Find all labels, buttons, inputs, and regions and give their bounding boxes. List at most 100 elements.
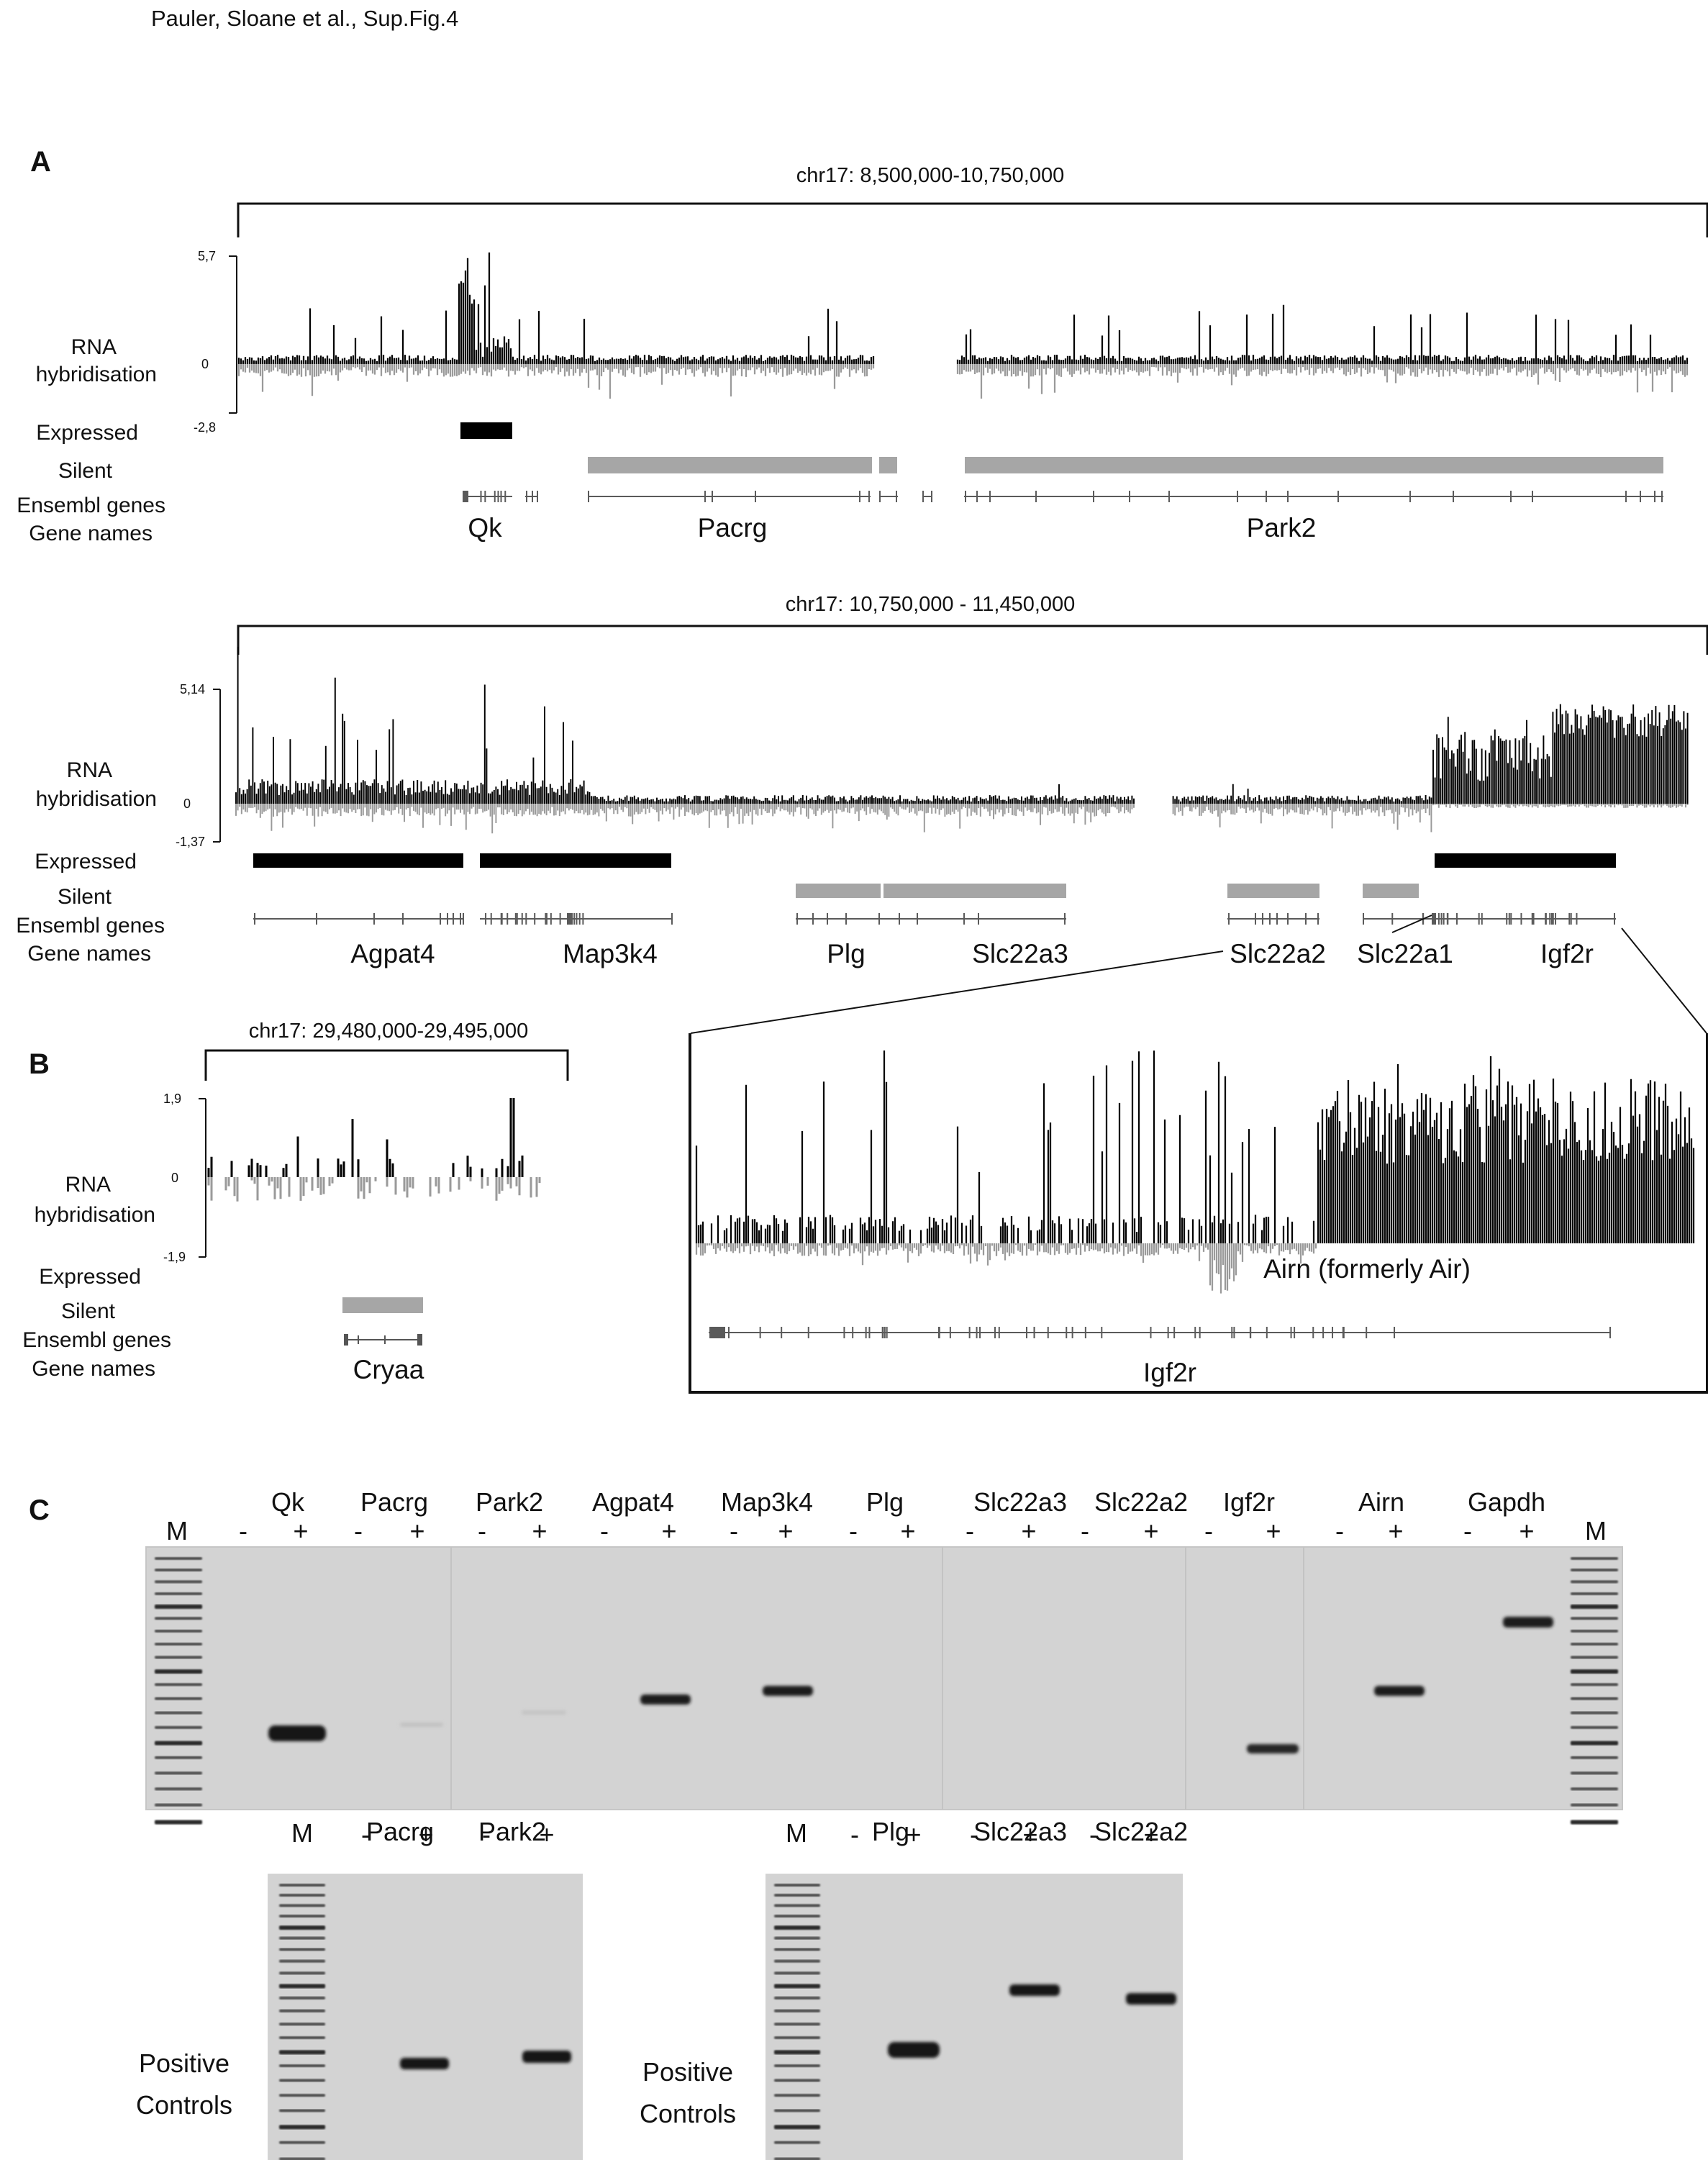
panel-b-y-axis: 1,9 0 -1,9 — [163, 1092, 206, 1264]
a2-silent-label: Silent — [58, 885, 112, 909]
b-gene-names-label: Gene names — [32, 1357, 155, 1381]
band-control-slc22a2 — [1126, 1993, 1176, 2005]
controls-right-lane-signs: - + - + - + — [850, 1820, 1159, 1849]
controls-right-slc22a2: Slc22a2 — [1094, 1817, 1188, 1846]
lane-plus-sign: + — [1519, 1516, 1534, 1546]
lane-plus-sign: + — [1143, 1820, 1158, 1849]
zoom-airn-label: Airn (formerly Air) — [1263, 1254, 1471, 1284]
lane-minus-sign: - — [600, 1516, 609, 1546]
b-yzero: 0 — [171, 1171, 178, 1185]
panel-a1-y-axis: 5,7 0 -2,8 — [194, 249, 237, 435]
band-pacrg-faint — [400, 1723, 443, 1727]
band-park2-faint — [522, 1710, 566, 1715]
lane-minus-sign: - — [482, 1820, 491, 1849]
gel-main-background — [146, 1547, 1622, 1810]
panel-a1-region: chr17: 8,500,000-10,750,000 — [796, 164, 1064, 187]
lane-plus-sign: + — [293, 1516, 308, 1546]
controls-right-label-1: Positive — [642, 2057, 733, 2087]
lane-plus-sign: + — [661, 1516, 676, 1546]
band-agpat4 — [640, 1694, 691, 1705]
lane-plus-sign: + — [1143, 1516, 1158, 1546]
panel-a1-silent-track — [588, 457, 1663, 473]
lane-minus-sign: - — [361, 1820, 370, 1849]
a1-gene-pacrg: Pacrg — [698, 513, 768, 543]
b-rna-label-1: RNA — [65, 1173, 111, 1197]
panel-a1-region-bracket — [237, 202, 1708, 237]
gel-main-marker-right: M — [1585, 1516, 1607, 1546]
controls-right-labels: M Plg Slc22a3 Slc22a2 Positive Controls — [640, 1817, 1188, 2128]
a1-silent-pacrg — [588, 457, 872, 473]
a2-gene-names-label: Gene names — [27, 942, 151, 966]
panel-a2-y-axis: 5,14 0 -1,37 — [176, 682, 221, 849]
a2-silent-slc22a3 — [883, 884, 1066, 898]
zoom-gene-igf2r: Igf2r — [1143, 1358, 1196, 1387]
band-control-pacrg — [400, 2058, 449, 2069]
gel-label-pacrg: Pacrg — [360, 1487, 428, 1517]
gel-label-igf2r: Igf2r — [1223, 1487, 1275, 1517]
lane-plus-sign: + — [409, 1516, 424, 1546]
lane-plus-sign: + — [418, 1820, 433, 1849]
panel-b-region: chr17: 29,480,000-29,495,000 — [249, 1020, 529, 1043]
panel-b-label: B — [29, 1048, 50, 1080]
a2-rna-label-1: RNA — [67, 758, 112, 782]
gel-controls-right-ladder — [774, 1884, 820, 2160]
a2-gene-slc22a2: Slc22a2 — [1230, 939, 1326, 968]
a2-gene-igf2r: Igf2r — [1540, 939, 1594, 968]
b-silent-label: Silent — [61, 1299, 116, 1323]
controls-left-park2: Park2 — [478, 1817, 546, 1846]
b-gene-cryaa: Cryaa — [353, 1355, 424, 1384]
a2-gene-slc22a3: Slc22a3 — [972, 939, 1068, 968]
lane-plus-sign: + — [1022, 1820, 1037, 1849]
b-expressed-label: Expressed — [39, 1265, 141, 1289]
gel-main-marker-left: M — [166, 1516, 188, 1546]
controls-right-plg: Plg — [872, 1817, 909, 1846]
band-map3k4 — [763, 1686, 813, 1696]
zoom-rna-signal — [695, 1050, 1695, 1294]
lane-minus-sign: - — [1081, 1516, 1089, 1546]
gel-label-agpat4: Agpat4 — [592, 1487, 674, 1517]
gel-controls-left — [268, 1874, 583, 2160]
controls-left-label-1: Positive — [139, 2048, 230, 2078]
b-ymin: -1,9 — [163, 1250, 186, 1264]
gel-controls-left-background — [268, 1874, 583, 2160]
a1-rna-label-2: hybridisation — [36, 363, 157, 386]
lane-minus-sign: - — [970, 1820, 978, 1849]
gel-main-ladder-left — [155, 1557, 202, 1825]
gel-controls-right-background — [766, 1874, 1183, 2160]
gel-main-seams — [450, 1547, 1304, 1810]
a1-silent-label: Silent — [58, 459, 113, 483]
lane-plus-sign: + — [539, 1820, 554, 1849]
lane-minus-sign: - — [1204, 1516, 1213, 1546]
band-gapdh — [1503, 1617, 1553, 1628]
gel-label-airn: Airn — [1358, 1487, 1404, 1517]
lane-plus-sign: + — [1388, 1516, 1403, 1546]
a2-ensembl-label: Ensembl genes — [16, 914, 165, 938]
a1-silent-park2 — [965, 457, 1663, 473]
b-silent-cryaa — [342, 1297, 423, 1313]
lane-minus-sign: - — [239, 1516, 247, 1546]
gel-controls-left-ladder — [279, 1884, 325, 2160]
panel-a-label: A — [30, 146, 51, 178]
lane-plus-sign: + — [906, 1820, 921, 1849]
b-ensembl-label: Ensembl genes — [22, 1328, 171, 1352]
controls-left-labels: M Pacrg Park2 Positive Controls — [136, 1817, 546, 2120]
controls-right-marker: M — [786, 1818, 807, 1848]
gel-controls-right — [766, 1874, 1183, 2160]
band-control-slc22a3 — [1009, 1984, 1060, 1996]
a1-ensembl-label: Ensembl genes — [17, 494, 165, 517]
controls-right-label-2: Controls — [640, 2099, 736, 2128]
panel-a1-ensembl-genes — [463, 491, 1663, 502]
a2-rna-label-2: hybridisation — [36, 787, 157, 811]
panel-a2-region: chr17: 10,750,000 - 11,450,000 — [786, 593, 1076, 616]
panel-a1-track-labels: RNA hybridisation Expressed Silent Ensem… — [17, 335, 165, 545]
lane-plus-sign: + — [532, 1516, 547, 1546]
b-ymax: 1,9 — [163, 1092, 181, 1106]
lane-minus-sign: - — [1335, 1516, 1344, 1546]
panel-a2-gene-names: Agpat4 Map3k4 Plg Slc22a3 Slc22a2 Slc22a… — [350, 939, 1594, 968]
lane-plus-sign: + — [900, 1516, 915, 1546]
a1-yzero: 0 — [201, 357, 209, 371]
controls-left-label-2: Controls — [136, 2090, 232, 2120]
a1-ymax: 5,7 — [198, 249, 216, 263]
a1-expressed-qk — [460, 422, 512, 439]
